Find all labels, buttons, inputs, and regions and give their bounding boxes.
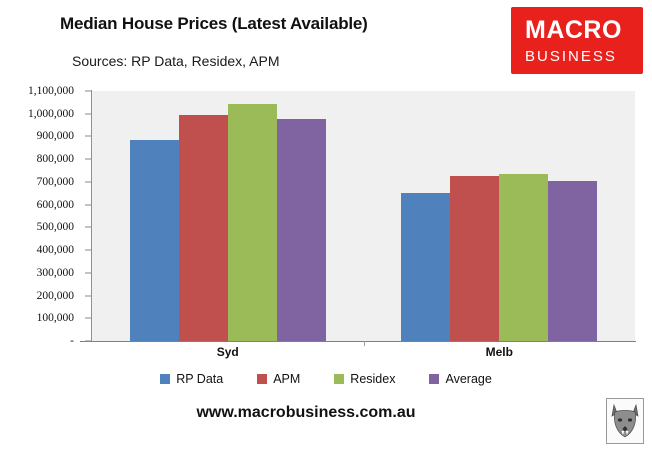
macrobusiness-logo: MACRO BUSINESS (511, 7, 643, 74)
legend-label: RP Data (176, 372, 224, 386)
y-axis-tick-label: 1,100,000 (28, 85, 74, 97)
bar-rp-data-syd (129, 139, 179, 341)
bar-residex-syd (227, 103, 277, 341)
y-axis-tick-mark (85, 113, 91, 115)
bar-apm-melb (450, 176, 500, 341)
brand-primary-text: MACRO (525, 15, 622, 44)
chart-subtitle: Sources: RP Data, Residex, APM (72, 53, 280, 69)
bar-residex-melb (499, 173, 549, 341)
y-axis-tick-label: 100,000 (36, 312, 74, 325)
y-axis-tick-label: 200,000 (36, 289, 74, 302)
y-axis-tick-label: 1,000,000 (28, 107, 74, 120)
legend-label: APM (273, 372, 301, 386)
legend-swatch-icon (257, 374, 268, 384)
y-axis-tick-mark (85, 226, 91, 228)
x-axis-category-label: Melb (485, 345, 513, 359)
y-axis-tick-mark (85, 90, 91, 92)
page-title: Median House Prices (Latest Available) (60, 14, 368, 33)
wolf-head-logo (606, 398, 644, 444)
chart-legend: RP Data APM Residex Average (0, 372, 652, 386)
x-axis-line (80, 341, 636, 342)
legend-label: Average (445, 372, 492, 386)
legend-item-residex[interactable]: Residex (334, 372, 395, 386)
y-axis-tick-mark (85, 295, 91, 297)
y-axis-tick-label: 900,000 (36, 130, 74, 143)
bar-rp-data-melb (401, 193, 451, 341)
y-axis-tick-mark (85, 135, 91, 137)
bar-apm-syd (178, 114, 228, 341)
legend-item-rp-data[interactable]: RP Data (160, 372, 223, 386)
y-axis-tick-label: 700,000 (36, 175, 74, 188)
bar-average-syd (276, 119, 326, 341)
legend-item-apm[interactable]: APM (257, 372, 300, 386)
y-axis-tick-mark (85, 204, 91, 206)
legend-label: Residex (350, 372, 396, 386)
y-axis-tick-label: 800,000 (36, 153, 74, 166)
y-axis-tick-label: 400,000 (36, 244, 74, 257)
y-axis: 1,100,000 1,000,000 900,000 800,000 700,000 6… (0, 0, 80, 452)
x-axis-tick-mark (363, 341, 365, 346)
wolf-head-icon (611, 403, 639, 438)
y-axis-tick-mark (85, 317, 91, 319)
y-axis-tick-mark (85, 249, 91, 251)
y-axis-tick-mark (85, 272, 91, 274)
y-axis-tick-mark (85, 340, 91, 342)
y-axis-tick-label: 600,000 (36, 198, 74, 211)
footer-website-url: www.macrobusiness.com.au (196, 404, 416, 421)
y-axis-tick-label: 300,000 (36, 266, 74, 279)
bar-average-melb (548, 181, 598, 341)
y-axis-tick-label: - (70, 335, 74, 347)
y-axis-tick-mark (85, 181, 91, 183)
brand-secondary-text: BUSINESS (525, 47, 617, 65)
legend-item-average[interactable]: Average (429, 372, 492, 386)
y-axis-tick-label: 500,000 (36, 221, 74, 234)
legend-swatch-icon (160, 374, 171, 384)
y-axis-tick-mark (85, 158, 91, 160)
x-axis-category-label: Syd (216, 345, 239, 359)
legend-swatch-icon (429, 374, 440, 384)
y-axis-line (91, 90, 92, 342)
legend-swatch-icon (334, 374, 345, 384)
